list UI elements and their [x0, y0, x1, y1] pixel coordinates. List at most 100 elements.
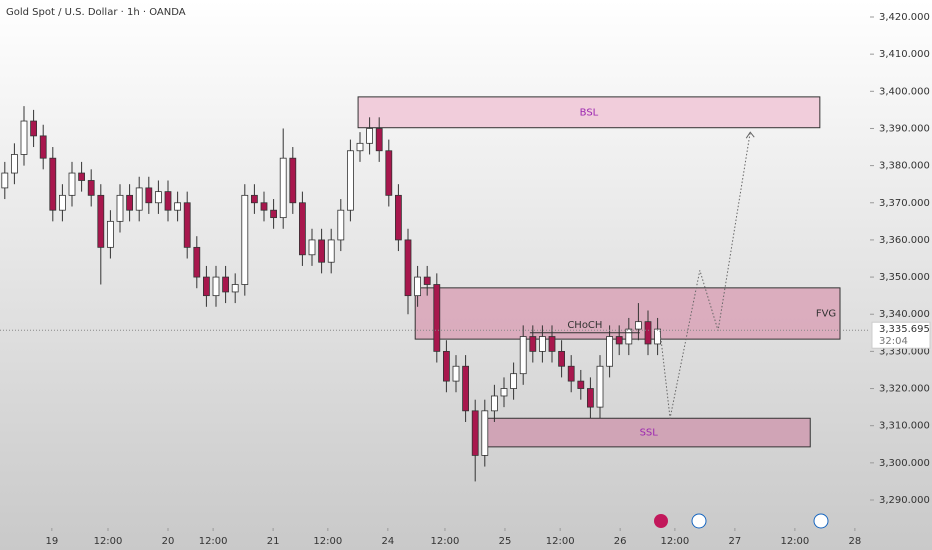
candle-body [625, 328, 633, 345]
candle-body [68, 172, 76, 196]
candle-body [59, 194, 66, 211]
candle-body [558, 350, 565, 367]
y-tick-label: 3,310.000 [879, 421, 930, 432]
candle-body [423, 276, 431, 285]
candle-body [337, 209, 345, 241]
candle-body [635, 321, 642, 330]
event-icons [654, 513, 829, 529]
y-tick-label: 3,320.000 [879, 384, 930, 395]
candle-body [107, 220, 114, 248]
candle-body [279, 157, 287, 219]
candle-body [212, 276, 220, 297]
x-tick-label: 25 [499, 536, 512, 547]
candle-body [452, 365, 460, 382]
zone-label: FVG [816, 308, 836, 319]
candle-body [20, 120, 28, 155]
candle-body [164, 191, 172, 211]
projection-path [659, 132, 751, 419]
y-tick-label: 3,350.000 [879, 272, 930, 283]
candle-body [519, 336, 527, 375]
y-tick-label: 3,360.000 [879, 235, 930, 246]
candle-body [404, 239, 412, 297]
candle-body [577, 380, 585, 389]
x-tick-label: 12:00 [313, 536, 342, 547]
last-price-box [871, 321, 931, 349]
candle-body [539, 336, 546, 352]
candle-body [154, 191, 162, 204]
candle-body [250, 194, 258, 204]
candle-body [126, 194, 133, 211]
y-tick-label: 3,420.000 [879, 12, 930, 23]
last-price-label: 3,335.695 [879, 324, 930, 335]
candle-body [596, 365, 604, 408]
candle-body [49, 157, 57, 211]
x-tick-label: 12:00 [431, 536, 460, 547]
candle-body [529, 336, 537, 352]
y-tick-label: 3,300.000 [879, 458, 930, 469]
candle-body [327, 239, 335, 263]
choch-label: CHoCH [567, 320, 602, 331]
candle-body [39, 135, 47, 159]
candle-body [366, 128, 374, 144]
candle-body [606, 336, 613, 367]
candle-body [433, 284, 441, 352]
y-tick-label: 3,390.000 [879, 123, 930, 134]
candle-body [654, 328, 661, 345]
chart-title: Gold Spot / U.S. Dollar · 1h · OANDA [6, 7, 186, 18]
candle-body [30, 120, 38, 137]
x-tick-label: 12:00 [660, 536, 689, 547]
x-tick-label: 12:00 [94, 536, 123, 547]
candle-body [10, 154, 18, 174]
candle-body [298, 202, 306, 256]
candle-body [567, 365, 575, 382]
x-tick-label: 24 [381, 536, 394, 547]
candle-body [587, 388, 594, 408]
y-tick-label: 3,370.000 [879, 198, 930, 209]
candle-body [414, 276, 422, 297]
x-tick-label: 27 [729, 536, 742, 547]
candle-body [145, 187, 153, 204]
candle-body [346, 150, 354, 211]
candle-body [644, 321, 652, 345]
zone-label: SSL [640, 428, 659, 439]
candle-body [615, 336, 623, 345]
candle-body [222, 276, 230, 293]
x-tick-label: 12:00 [199, 536, 228, 547]
candle-body [548, 336, 556, 352]
candle-body [78, 172, 85, 181]
candle-body [375, 128, 383, 152]
x-tick-label: 20 [162, 536, 175, 547]
candle-body [471, 410, 479, 456]
y-tick-label: 3,340.000 [879, 309, 930, 320]
candle-body [183, 202, 191, 248]
candle-body [500, 388, 508, 397]
y-tick-label: 3,400.000 [879, 86, 930, 97]
y-tick-label: 3,410.000 [879, 49, 930, 60]
countdown: 32:04 [879, 336, 908, 347]
candle-body [97, 194, 105, 248]
candle-body [87, 180, 95, 196]
zone-label: BSL [580, 107, 599, 118]
candle-body [202, 276, 210, 297]
candle-body [510, 373, 518, 389]
candle-body [193, 246, 201, 278]
candle-body [241, 194, 249, 285]
candle-body [490, 395, 498, 412]
x-tick-label: 19 [45, 536, 58, 547]
candle-body [231, 284, 239, 293]
projection-arrow [745, 131, 755, 139]
zone [357, 96, 821, 129]
x-tick-label: 21 [267, 536, 280, 547]
candle-body [1, 172, 9, 189]
candle-body [356, 142, 364, 152]
y-tick-label: 3,330.000 [879, 346, 930, 357]
candle-body [385, 150, 393, 196]
candle-body [174, 202, 182, 211]
y-tick-label: 3,290.000 [879, 495, 930, 506]
x-tick-label: 12:00 [780, 536, 809, 547]
candle-body [260, 202, 268, 211]
candle-body [116, 194, 124, 222]
candle-body [308, 239, 316, 256]
